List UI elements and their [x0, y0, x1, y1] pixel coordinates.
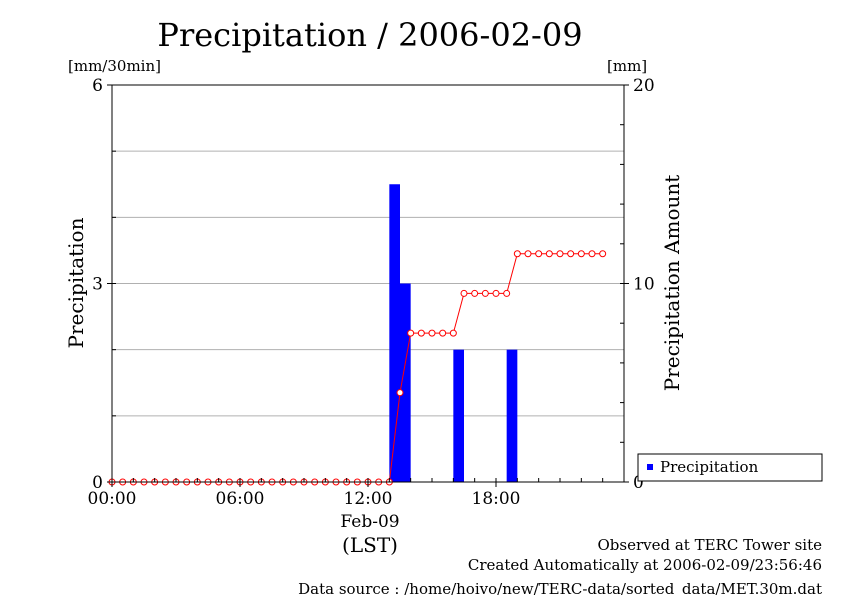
right-tick-label: 20 — [633, 76, 655, 96]
right-axis-ticks: 0 10 20 — [620, 76, 655, 493]
left-tick-label: 3 — [92, 275, 103, 295]
footer-observed: Observed at TERC Tower site — [597, 536, 822, 554]
precipitation-bars — [389, 184, 518, 482]
cumulative-line — [108, 250, 607, 486]
precipitation-bar — [400, 283, 411, 482]
cumulative-point — [428, 329, 436, 337]
cumulative-point — [513, 250, 521, 258]
cumulative-point — [481, 289, 489, 297]
cumulative-point — [471, 289, 479, 297]
left-tick-label: 0 — [92, 473, 103, 493]
cumulative-point — [417, 329, 425, 337]
cumulative-polyline — [112, 253, 603, 483]
footer-source: Data source : /home/hoivo/new/TERC-data/… — [298, 580, 822, 595]
cumulative-point — [449, 329, 457, 337]
left-axis-ticks: 0 3 6 — [92, 76, 116, 493]
cumulative-point — [545, 250, 553, 258]
cumulative-point — [535, 250, 543, 258]
x-date-label: Feb-09 — [340, 512, 399, 532]
precipitation-bar — [453, 349, 464, 482]
cumulative-point — [524, 250, 532, 258]
cumulative-point — [407, 329, 415, 337]
x-tick-label: 06:00 — [216, 489, 265, 509]
legend-label: Precipitation — [660, 458, 759, 476]
x-tick-label: 12:00 — [344, 489, 393, 509]
legend: Precipitation — [637, 453, 823, 482]
x-axis-ticks: 00:00 06:00 12:00 18:00 — [88, 478, 625, 509]
precipitation-bar — [389, 184, 400, 482]
left-tick-label: 6 — [92, 76, 103, 96]
cumulative-point — [460, 289, 468, 297]
legend-box — [637, 453, 823, 482]
cumulative-point — [396, 389, 404, 397]
cumulative-point — [567, 250, 575, 258]
gridlines — [112, 150, 624, 417]
cumulative-point — [556, 250, 564, 258]
left-axis-unit: [mm/30min] — [68, 57, 161, 75]
x-tick-label: 00:00 — [88, 489, 137, 509]
precipitation-bar — [506, 349, 518, 482]
footer-created: Created Automatically at 2006-02-09/23:5… — [468, 556, 822, 574]
chart-title: Precipitation / 2006-02-09 — [157, 16, 582, 54]
cumulative-point — [577, 250, 585, 258]
right-tick-label: 0 — [633, 473, 644, 493]
cumulative-point — [503, 289, 511, 297]
right-tick-label: 10 — [633, 275, 655, 295]
cumulative-point — [588, 250, 596, 258]
right-axis-label: Precipitation Amount — [660, 175, 684, 392]
cumulative-point — [599, 250, 607, 258]
legend-swatch — [647, 464, 653, 470]
x-axis-label: (LST) — [342, 533, 398, 557]
right-axis-unit: [mm] — [607, 57, 647, 75]
x-tick-label: 18:00 — [472, 489, 521, 509]
left-axis-label: Precipitation — [64, 217, 88, 348]
cumulative-point — [439, 329, 447, 337]
cumulative-point — [492, 289, 500, 297]
